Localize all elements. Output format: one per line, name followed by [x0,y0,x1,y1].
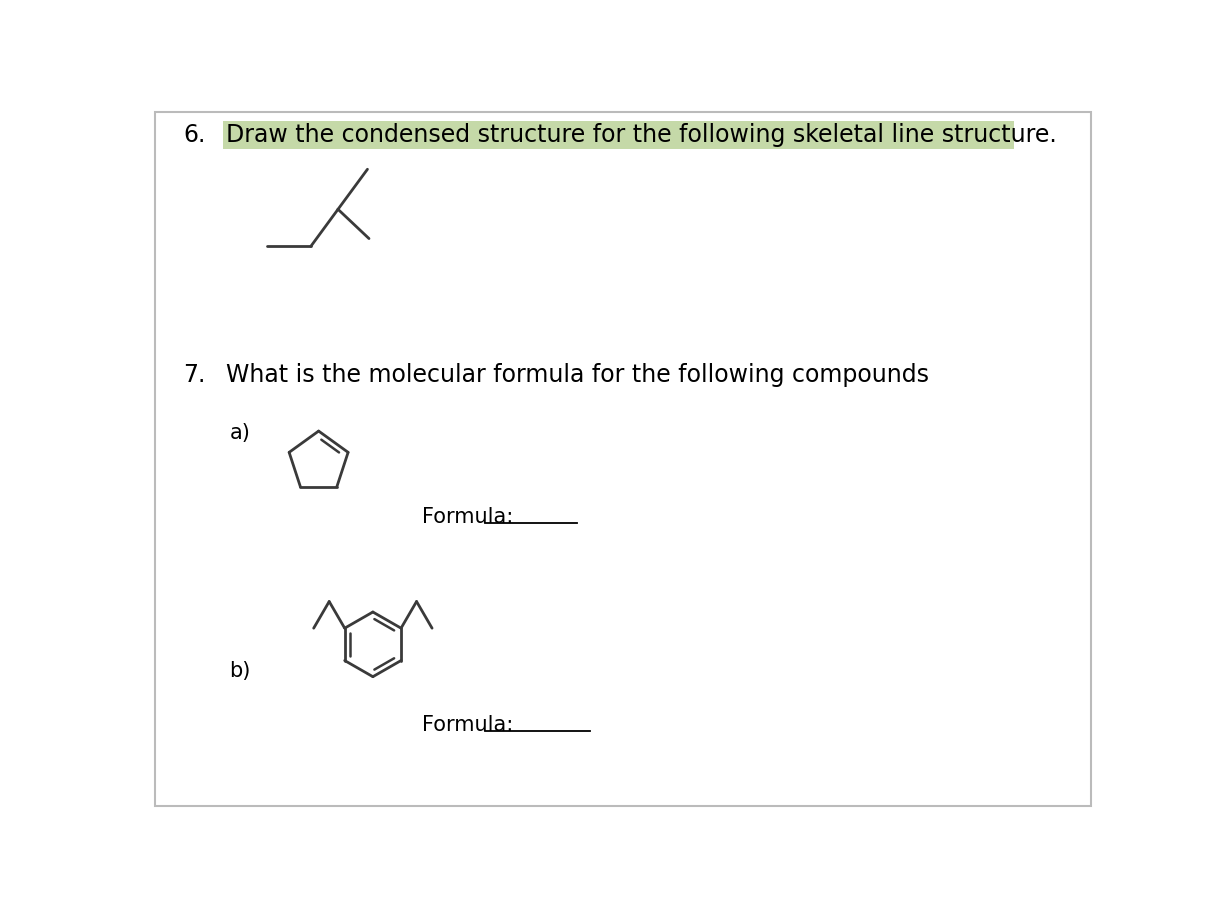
Text: Draw the condensed structure for the following skeletal line structure.: Draw the condensed structure for the fol… [226,124,1057,147]
Text: 6.: 6. [182,124,206,147]
Text: a): a) [230,422,250,442]
Text: What is the molecular formula for the following compounds: What is the molecular formula for the fo… [226,363,929,387]
Text: Formula:: Formula: [422,507,513,527]
Text: Formula:: Formula: [422,715,513,735]
Text: b): b) [230,662,250,682]
Text: 7.: 7. [182,363,206,387]
FancyBboxPatch shape [224,121,1014,149]
